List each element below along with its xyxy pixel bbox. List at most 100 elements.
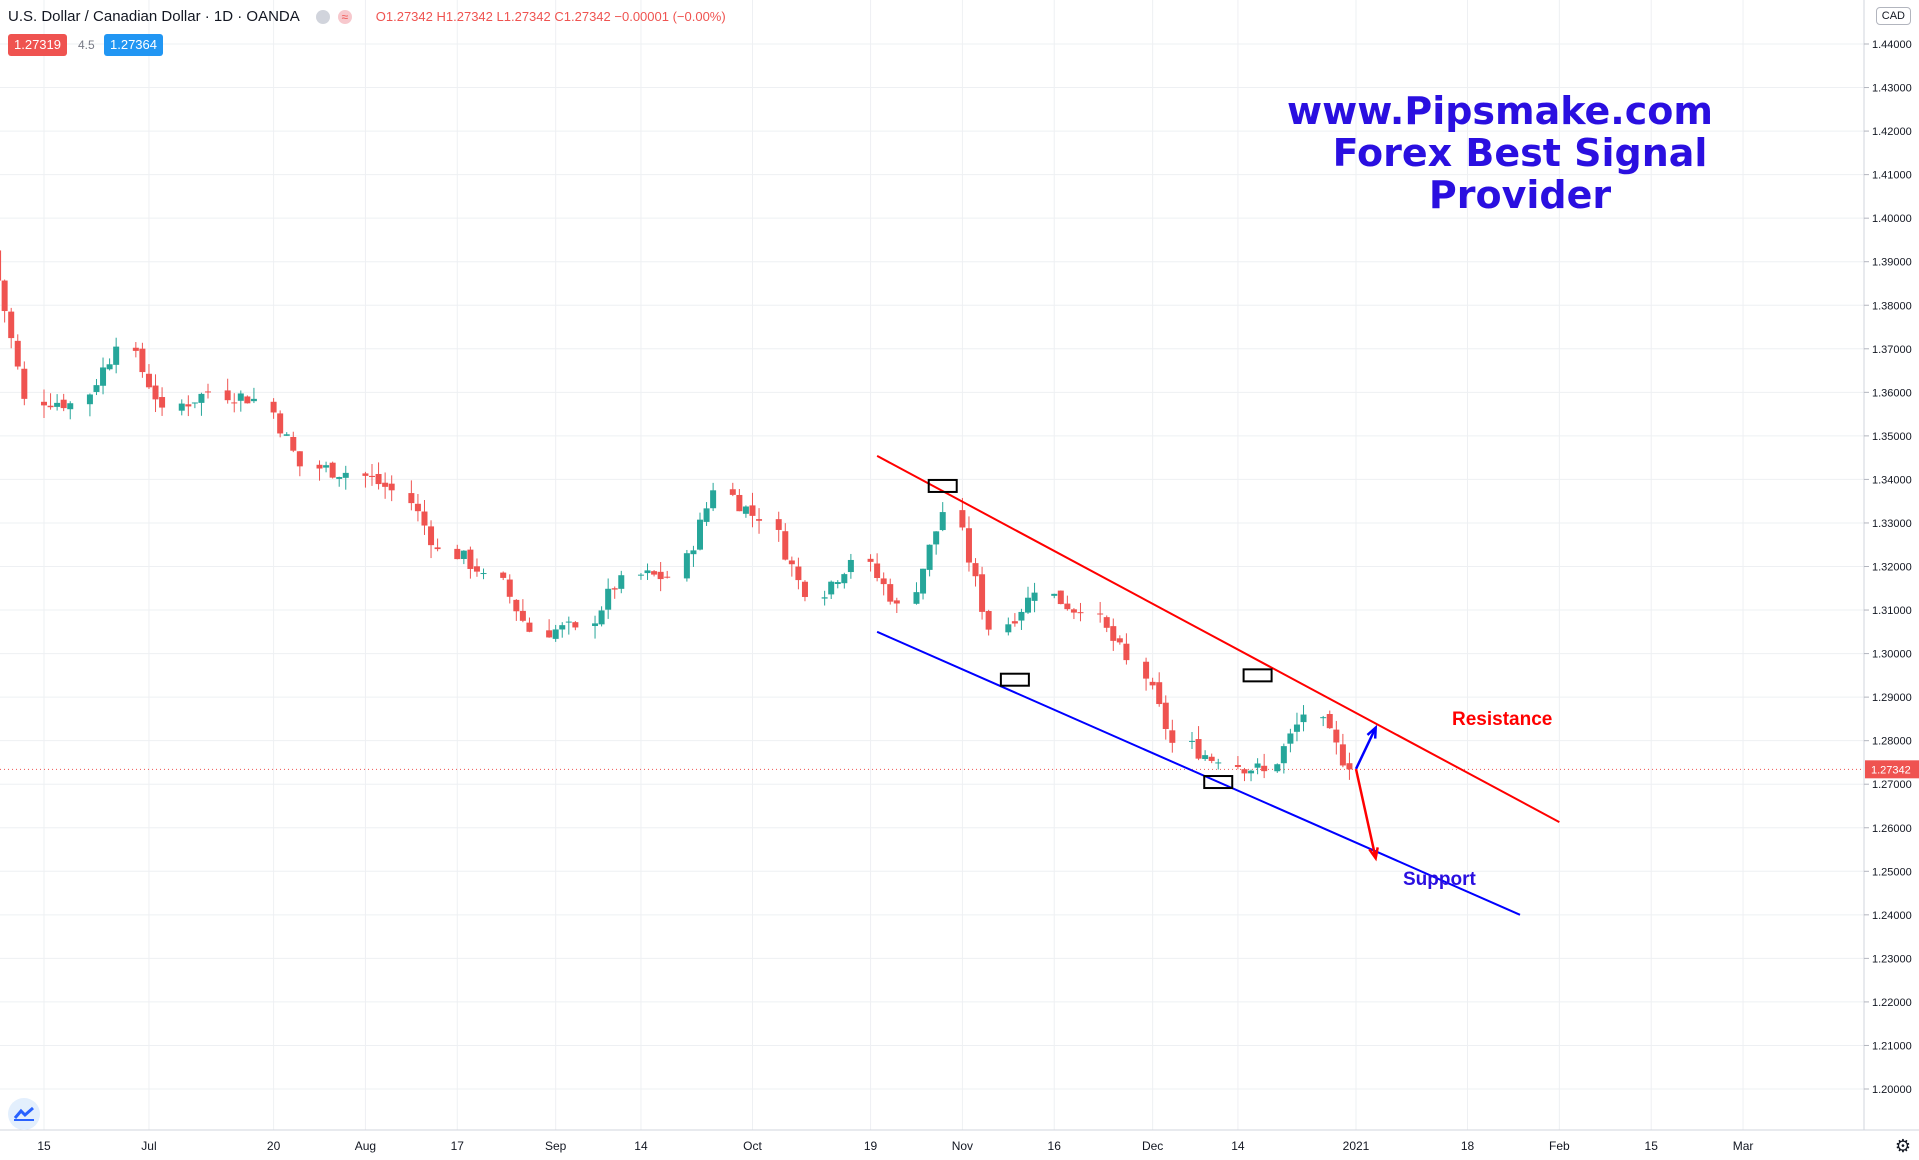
sell-button[interactable]: 1.27319	[8, 34, 67, 56]
visibility-toggle-icon[interactable]	[315, 9, 330, 24]
price-tick-label: 1.25000	[1872, 866, 1912, 878]
time-tick-label: 18	[1461, 1139, 1475, 1153]
candle-body	[513, 599, 520, 612]
time-tick-label: Jul	[141, 1139, 156, 1153]
candle-body	[231, 402, 238, 404]
price-tick-label: 1.23000	[1872, 953, 1912, 965]
candle-body	[1189, 740, 1195, 742]
price-tick-label: 1.34000	[1872, 474, 1912, 486]
candle-body	[473, 566, 480, 572]
candle-body	[290, 436, 297, 451]
candle-body	[152, 385, 159, 400]
candle-body	[775, 519, 782, 530]
candle-body	[683, 553, 690, 579]
touch-point-box	[927, 478, 958, 493]
symbol-title[interactable]: U.S. Dollar / Canadian Dollar · 1D · OAN…	[8, 8, 300, 25]
candle-body	[651, 571, 658, 575]
candle-body	[1248, 770, 1255, 774]
candle-body	[644, 570, 651, 574]
candle-body	[1339, 744, 1346, 766]
candle-body	[788, 560, 795, 565]
candle-body	[546, 630, 553, 638]
candle-body	[296, 451, 303, 467]
candle-body	[60, 399, 67, 409]
candle-body	[362, 473, 369, 476]
price-tick-label: 1.43000	[1872, 83, 1912, 95]
candle-body	[139, 348, 146, 373]
watermark-url: www.Pipsmake.com	[1287, 89, 1713, 133]
candle-body	[1149, 681, 1156, 686]
candle-body	[1333, 729, 1340, 743]
candle-body	[369, 475, 375, 478]
high-value: H1.27342	[436, 9, 493, 24]
candle-body	[657, 571, 664, 580]
candle-body	[329, 462, 336, 478]
candle-body	[913, 592, 920, 604]
candle-body	[382, 482, 389, 487]
currency-button[interactable]: CAD	[1875, 7, 1911, 25]
candle-body	[867, 558, 874, 562]
time-tick-label: Nov	[952, 1139, 973, 1153]
candle-body	[1195, 739, 1202, 759]
candle-body	[703, 508, 710, 522]
candle-body	[93, 385, 100, 392]
last-price-label: 1.27342	[1871, 764, 1911, 776]
time-axis[interactable]: 15 Jul 20 Aug 17 Sep 14 Oct 19 Nov 16 Dec 14 2021 18 Fe…	[37, 1139, 1753, 1153]
price-tick-label: 1.31000	[1872, 605, 1912, 617]
candle-body	[920, 568, 927, 594]
time-tick-label: Oct	[743, 1139, 762, 1153]
tradingview-logo-icon[interactable]	[8, 1098, 40, 1130]
candle-body	[611, 588, 618, 590]
candle-body	[736, 494, 743, 512]
time-tick-label: 15	[37, 1139, 51, 1153]
candle-body	[323, 465, 330, 468]
candle-body	[185, 404, 192, 407]
price-tick-label: 1.21000	[1872, 1040, 1912, 1052]
arrow-head-icon	[1366, 724, 1378, 739]
watermark: www.Pipsmake.com Forex Best Signal Provi…	[1270, 90, 1770, 216]
candle-body	[454, 548, 461, 560]
price-axis[interactable]: 1.44000 1.43000 1.42000 1.41000 1.40000 1.390…	[0, 0, 1919, 1131]
price-tick-label: 1.37000	[1872, 344, 1912, 356]
candle-body	[388, 483, 395, 491]
candle-body	[480, 573, 487, 575]
candle-body	[1070, 609, 1077, 613]
candle-body	[421, 511, 428, 526]
candle-body	[1110, 626, 1117, 641]
candle-body	[1156, 682, 1163, 705]
time-tick-label: 14	[1231, 1139, 1245, 1153]
candle-body	[552, 629, 559, 639]
buy-button[interactable]: 1.27364	[104, 34, 163, 56]
candle-body	[880, 578, 887, 585]
candle-body	[434, 547, 441, 550]
candle-body	[336, 477, 343, 479]
candle-body	[1215, 762, 1222, 764]
candle-body	[244, 396, 251, 404]
candle-body	[342, 472, 349, 478]
candle-body	[14, 340, 21, 367]
candle-body	[749, 505, 756, 516]
candle-body	[414, 503, 421, 512]
candle-body	[834, 582, 841, 585]
candle-body	[1057, 590, 1064, 605]
candle-body	[1274, 764, 1281, 772]
candle-body	[782, 531, 789, 560]
candle-body	[690, 550, 697, 555]
candle-body	[1143, 661, 1150, 679]
price-tick-label: 1.44000	[1872, 39, 1912, 51]
candle-body	[1, 280, 8, 312]
resistance-trendline	[876, 455, 1560, 823]
settings-gear-icon[interactable]: ⚙	[1894, 1136, 1911, 1156]
candle-body	[316, 464, 323, 469]
time-tick-label: 2021	[1343, 1139, 1370, 1153]
candle-body	[1326, 714, 1333, 729]
time-tick-label: Feb	[1549, 1139, 1570, 1153]
candle-body	[526, 622, 533, 632]
wave-icon[interactable]: ≈	[337, 9, 352, 24]
low-value: L1.27342	[496, 9, 551, 24]
price-tick-label: 1.41000	[1872, 170, 1912, 182]
candle-body	[500, 572, 507, 578]
candle-body	[559, 625, 566, 630]
candle-body	[277, 413, 284, 434]
